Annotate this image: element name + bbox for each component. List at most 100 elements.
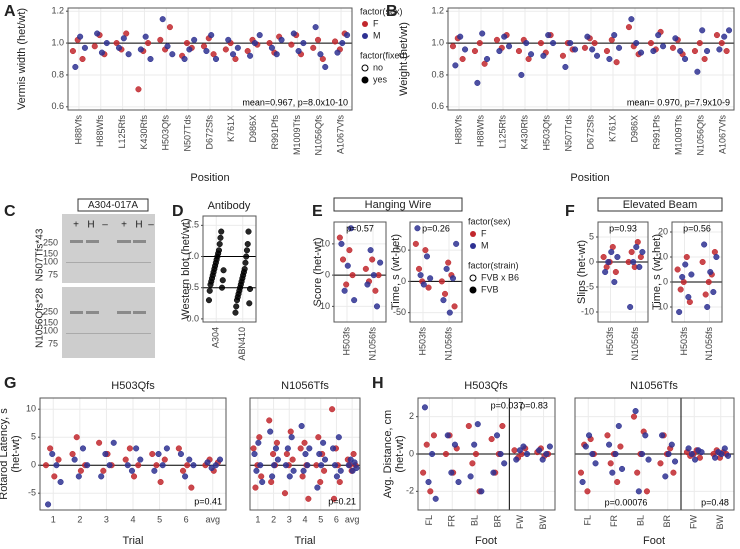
- data-point: [73, 434, 80, 441]
- data-point: [128, 467, 136, 474]
- data-point: [650, 47, 657, 55]
- data-point: [351, 459, 358, 466]
- data-point: [579, 478, 586, 486]
- data-point: [528, 51, 535, 58]
- marker-label: 250: [43, 306, 58, 316]
- data-point: [608, 36, 615, 43]
- y-axis-title: Weight (het/wt): [398, 22, 410, 96]
- x-tick-label: D986X: [629, 115, 639, 143]
- data-point: [724, 452, 732, 459]
- data-point: [318, 462, 325, 469]
- data-point: [151, 467, 158, 474]
- data-point: [718, 450, 725, 458]
- data-point: [452, 62, 459, 69]
- plot-border: [671, 221, 723, 323]
- data-point: [539, 456, 546, 463]
- data-point: [525, 55, 532, 63]
- y-tick-label: 20: [658, 226, 668, 236]
- data-point: [126, 445, 133, 452]
- x-tick-label: H503Qfs: [161, 115, 171, 151]
- data-point: [446, 309, 453, 316]
- x-axis-title: Foot: [475, 535, 497, 547]
- data-point: [432, 495, 439, 502]
- data-point: [688, 450, 695, 458]
- x-tick-label: FR: [447, 515, 457, 527]
- data-point: [334, 49, 341, 56]
- panel-letter: E: [312, 203, 323, 220]
- data-point: [537, 40, 545, 47]
- data-point: [674, 266, 681, 273]
- data-point: [205, 297, 213, 304]
- data-point: [677, 47, 684, 55]
- data-point: [516, 447, 523, 454]
- data-point: [317, 51, 324, 58]
- data-point: [635, 488, 642, 495]
- y-tick-label: -50: [393, 307, 406, 317]
- annotation: mean=0.967, p=8.0x10-10: [242, 97, 348, 107]
- data-point: [272, 445, 280, 452]
- data-point: [210, 51, 217, 58]
- y-axis-title-line: Rotarod Latency, s: [0, 408, 10, 500]
- data-point: [84, 462, 91, 469]
- data-point: [298, 422, 305, 430]
- data-point: [451, 303, 458, 310]
- data-point: [288, 434, 295, 441]
- data-point: [314, 484, 321, 491]
- data-point: [266, 40, 273, 47]
- x-tick-label: A1067Vfs: [335, 115, 345, 155]
- x-tick-label: BL: [636, 515, 646, 526]
- data-point: [302, 450, 309, 458]
- data-point: [339, 256, 347, 263]
- data-point: [217, 234, 224, 241]
- data-point: [218, 228, 225, 235]
- data-point: [317, 478, 324, 486]
- data-point: [337, 467, 344, 474]
- data-point: [501, 460, 508, 467]
- data-point: [704, 303, 711, 311]
- data-point: [282, 462, 289, 469]
- data-point: [208, 464, 215, 472]
- y-axis-title: Avg. Distance, cm(het-wt): [382, 410, 406, 498]
- data-point: [250, 445, 257, 452]
- data-point: [321, 467, 328, 474]
- data-point: [702, 291, 709, 298]
- y-tick-label: 0: [325, 270, 330, 280]
- legend-swatch: [469, 286, 477, 294]
- legend-label: FVB x B6: [481, 272, 519, 282]
- data-point: [471, 47, 479, 55]
- data-point: [647, 40, 655, 47]
- data-point: [242, 259, 249, 266]
- data-point: [423, 441, 430, 448]
- data-point: [243, 247, 251, 254]
- legend-label: yes: [373, 74, 388, 84]
- data-point: [345, 462, 352, 469]
- data-point: [183, 40, 191, 47]
- x-tick-label: D986X: [248, 115, 258, 143]
- data-point: [331, 462, 339, 469]
- data-point: [232, 55, 239, 63]
- data-point: [582, 443, 589, 450]
- data-point: [55, 456, 62, 463]
- data-point: [441, 290, 449, 297]
- plot-border: [39, 397, 227, 511]
- data-point: [420, 469, 427, 476]
- x-tick-label: 3: [287, 514, 292, 524]
- blot: A304-017A + H – + H – 250 150 100 75 250…: [35, 198, 155, 358]
- data-point: [600, 253, 607, 261]
- data-point: [120, 35, 127, 42]
- data-point: [245, 228, 252, 235]
- data-point: [290, 467, 297, 474]
- y-tick-label: 10: [320, 238, 330, 248]
- y-tick-label: 0.5: [186, 282, 199, 292]
- data-point: [546, 443, 553, 450]
- data-point: [614, 253, 621, 261]
- y-tick-label: 0.6: [431, 101, 444, 111]
- data-point: [252, 484, 259, 491]
- data-point: [506, 43, 513, 50]
- data-point: [115, 44, 123, 51]
- plot-border: [67, 7, 353, 111]
- data-point: [42, 462, 50, 469]
- data-point: [190, 462, 197, 469]
- plot-border: [202, 215, 257, 323]
- data-point: [680, 278, 687, 286]
